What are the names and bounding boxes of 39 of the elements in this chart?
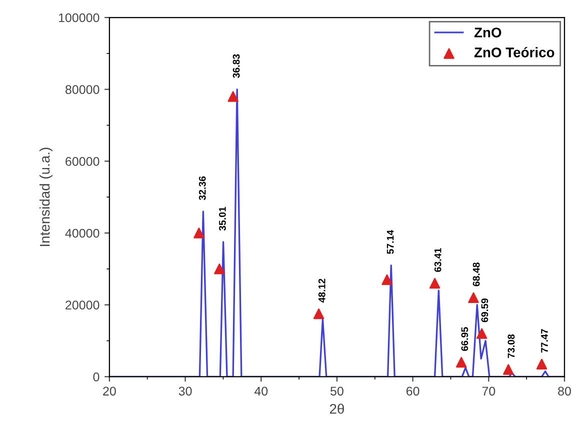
x-tick-label: 40 [254, 386, 268, 396]
y-tick-label: 60000 [66, 156, 100, 166]
point [468, 292, 479, 304]
annotation: 73.08 [508, 334, 515, 358]
annotation: 32.36 [198, 176, 206, 200]
point [228, 91, 238, 102]
y-tick-label: 0 [93, 372, 100, 382]
y-tick-label: 100000 [58, 13, 100, 22]
annotation: 36.83 [232, 54, 240, 78]
x-axis-title: 2θ [330, 404, 344, 414]
x-tick-label: 50 [330, 386, 344, 396]
annotation: 35.01 [219, 206, 226, 231]
annotation: 66.95 [461, 327, 468, 351]
annotation: 63.41 [434, 248, 442, 272]
y-axis-title: Intensidad (u.a.) [40, 148, 52, 246]
x-tick-label: 20 [103, 386, 116, 396]
legend-label: ZnO Teórico [474, 47, 554, 58]
x-tick-label: 60 [406, 386, 420, 396]
legend-label: ZnO [474, 28, 502, 38]
point [503, 364, 514, 375]
annotation: 68.48 [472, 262, 480, 286]
point [313, 308, 324, 320]
x-tick-label: 80 [558, 386, 571, 396]
annotation: 77.47 [541, 329, 548, 353]
annotation: 48.12 [318, 278, 326, 303]
y-tick-label: 80000 [66, 85, 100, 94]
point [194, 228, 204, 238]
x-tick-label: 70 [482, 386, 496, 396]
point [476, 328, 488, 339]
point [536, 358, 548, 370]
point [456, 356, 467, 368]
y-tick-label: 40000 [65, 228, 100, 238]
y-tick-label: 20000 [66, 300, 100, 310]
point [214, 264, 225, 274]
point [429, 278, 440, 289]
point [382, 274, 392, 286]
annotation: 69.59 [481, 298, 488, 322]
x-tick-label: 30 [178, 386, 192, 396]
annotation: 57.14 [386, 230, 394, 254]
